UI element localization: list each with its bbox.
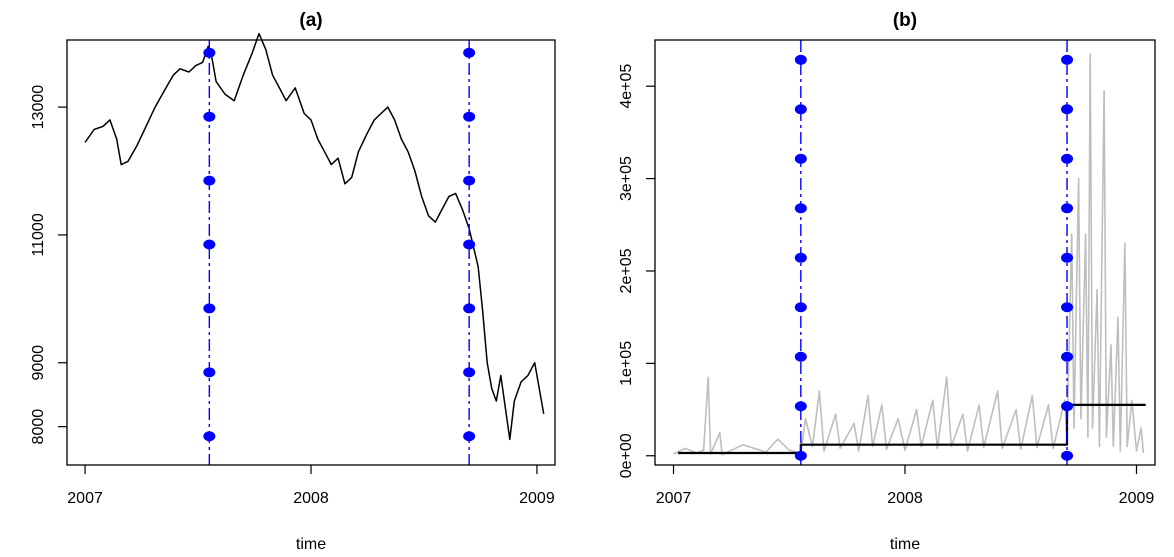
changepoint-marker bbox=[1061, 104, 1074, 115]
y-tick-label: 8000 bbox=[30, 409, 47, 445]
changepoint-marker bbox=[463, 111, 476, 122]
changepoint-marker bbox=[463, 303, 476, 314]
x-tick-label: 2009 bbox=[1119, 490, 1155, 507]
changepoint-marker bbox=[1061, 450, 1074, 461]
changepoint-marker bbox=[794, 104, 807, 115]
x-tick-label: 2009 bbox=[519, 490, 555, 507]
series-line-0 bbox=[673, 53, 1145, 456]
changepoint-marker bbox=[463, 367, 476, 378]
panel-a: 2007 2008 2009 8000 9000 11000 13000 (a) time bbox=[30, 10, 556, 553]
y-tick-label: 2e+05 bbox=[618, 248, 635, 293]
x-tick-label: 2008 bbox=[887, 490, 923, 507]
changepoint-marker bbox=[203, 367, 216, 378]
changepoint-marker bbox=[794, 153, 807, 164]
y-tick-label: 9000 bbox=[30, 345, 47, 381]
x-tick-label: 2007 bbox=[67, 490, 103, 507]
changepoint-marker bbox=[1061, 252, 1074, 263]
changepoint-marker bbox=[203, 239, 216, 250]
changepoint-marker bbox=[794, 351, 807, 362]
changepoint-marker bbox=[794, 252, 807, 263]
changepoint-marker bbox=[203, 111, 216, 122]
x-axis-title: time bbox=[890, 536, 920, 553]
changepoint-marker bbox=[463, 431, 476, 442]
changepoint-marker bbox=[1061, 203, 1074, 214]
changepoint-marker bbox=[203, 431, 216, 442]
changepoint-marker bbox=[1061, 153, 1074, 164]
y-tick-label: 11000 bbox=[30, 213, 47, 256]
x-tick-label: 2007 bbox=[656, 490, 692, 507]
y-tick-label: 0e+00 bbox=[618, 433, 635, 478]
changepoint-marker bbox=[463, 175, 476, 186]
changepoint-marker bbox=[203, 47, 216, 58]
y-tick-label: 13000 bbox=[30, 85, 47, 130]
changepoint-marker bbox=[1061, 302, 1074, 313]
plot-frame bbox=[66, 39, 556, 466]
x-axis-title: time bbox=[296, 536, 326, 553]
y-tick-label: 3e+05 bbox=[618, 156, 635, 201]
series-line-1 bbox=[678, 403, 1146, 455]
changepoint-marker bbox=[1061, 401, 1074, 412]
panel-b: 2007 2008 2009 0e+00 1e+05 2e+05 3e+05 4e+05 (b)… bbox=[618, 10, 1156, 553]
changepoint-marker bbox=[794, 203, 807, 214]
changepoint-marker bbox=[463, 47, 476, 58]
changepoint-marker bbox=[203, 303, 216, 314]
changepoint-marker bbox=[1061, 54, 1074, 65]
y-tick-label: 4e+05 bbox=[618, 64, 635, 109]
panel-title: (a) bbox=[299, 10, 322, 31]
x-tick-label: 2008 bbox=[293, 490, 329, 507]
changepoint-marker bbox=[463, 239, 476, 250]
changepoint-marker bbox=[794, 401, 807, 412]
y-tick-label: 1e+05 bbox=[618, 341, 635, 386]
changepoint-marker bbox=[203, 175, 216, 186]
panel-title: (b) bbox=[893, 10, 917, 31]
series-line-0 bbox=[84, 32, 545, 441]
changepoint-marker bbox=[1061, 351, 1074, 362]
changepoint-marker bbox=[794, 54, 807, 65]
changepoint-marker bbox=[794, 450, 807, 461]
changepoint-marker bbox=[794, 302, 807, 313]
